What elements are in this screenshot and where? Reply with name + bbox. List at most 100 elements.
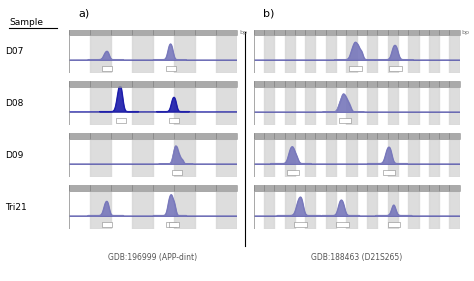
Text: bp: bp: [461, 30, 469, 35]
Bar: [408, 87, 419, 125]
Bar: [429, 139, 439, 177]
Bar: [254, 35, 460, 73]
Bar: [326, 35, 336, 73]
Bar: [102, 222, 112, 227]
Bar: [326, 139, 336, 177]
Bar: [254, 35, 460, 73]
Bar: [69, 87, 237, 125]
Text: GDB:196999 (APP-dint): GDB:196999 (APP-dint): [108, 253, 198, 262]
Bar: [429, 87, 439, 125]
Bar: [69, 81, 237, 87]
Bar: [254, 81, 460, 87]
Bar: [102, 66, 112, 71]
Bar: [305, 87, 316, 125]
Bar: [287, 170, 300, 175]
Bar: [346, 191, 356, 229]
Text: D08: D08: [5, 99, 23, 108]
Bar: [254, 133, 460, 139]
Bar: [305, 191, 316, 229]
Bar: [132, 139, 153, 177]
Bar: [367, 191, 377, 229]
Bar: [338, 118, 351, 123]
Bar: [388, 191, 398, 229]
Bar: [254, 191, 460, 229]
Bar: [174, 139, 195, 177]
Bar: [337, 222, 349, 227]
Text: D09: D09: [5, 151, 23, 160]
Bar: [216, 191, 237, 229]
Bar: [389, 66, 401, 71]
Bar: [254, 139, 460, 177]
Bar: [367, 35, 377, 73]
Bar: [264, 35, 274, 73]
Bar: [69, 133, 237, 139]
Bar: [388, 222, 401, 227]
Bar: [429, 191, 439, 229]
Bar: [284, 87, 295, 125]
Bar: [132, 35, 153, 73]
Bar: [346, 35, 356, 73]
Bar: [408, 35, 419, 73]
Bar: [449, 191, 460, 229]
Bar: [69, 87, 237, 125]
Bar: [90, 35, 111, 73]
Text: b): b): [263, 8, 274, 18]
Bar: [349, 66, 362, 71]
Bar: [326, 191, 336, 229]
Bar: [90, 139, 111, 177]
Bar: [69, 191, 237, 229]
Bar: [388, 87, 398, 125]
Text: bp: bp: [239, 30, 247, 35]
Bar: [346, 87, 356, 125]
Bar: [429, 35, 439, 73]
Bar: [132, 191, 153, 229]
Bar: [90, 87, 111, 125]
Bar: [216, 87, 237, 125]
Bar: [284, 139, 295, 177]
Bar: [69, 30, 237, 35]
Bar: [254, 30, 460, 35]
Bar: [166, 222, 176, 227]
Text: a): a): [78, 8, 90, 18]
Bar: [69, 35, 237, 73]
Bar: [132, 87, 153, 125]
Bar: [69, 35, 237, 73]
Bar: [166, 66, 176, 71]
Bar: [294, 222, 307, 227]
Bar: [254, 185, 460, 191]
Bar: [174, 87, 195, 125]
Bar: [254, 87, 460, 125]
Bar: [216, 139, 237, 177]
Bar: [69, 139, 237, 177]
Bar: [284, 35, 295, 73]
Bar: [408, 139, 419, 177]
Bar: [346, 139, 356, 177]
Bar: [367, 87, 377, 125]
Bar: [254, 191, 460, 229]
Text: Sample: Sample: [9, 18, 44, 27]
Bar: [449, 35, 460, 73]
Bar: [264, 139, 274, 177]
Bar: [449, 87, 460, 125]
Bar: [90, 191, 111, 229]
Bar: [169, 222, 180, 227]
Bar: [116, 118, 126, 123]
Bar: [305, 139, 316, 177]
Bar: [169, 118, 180, 123]
Bar: [174, 35, 195, 73]
Bar: [264, 191, 274, 229]
Bar: [69, 191, 237, 229]
Bar: [367, 139, 377, 177]
Bar: [305, 35, 316, 73]
Bar: [284, 191, 295, 229]
Bar: [408, 191, 419, 229]
Bar: [216, 35, 237, 73]
Bar: [383, 170, 395, 175]
Bar: [388, 35, 398, 73]
Text: Tri21: Tri21: [5, 203, 27, 212]
Bar: [69, 139, 237, 177]
Bar: [264, 87, 274, 125]
Bar: [172, 170, 182, 175]
Bar: [388, 139, 398, 177]
Bar: [254, 87, 460, 125]
